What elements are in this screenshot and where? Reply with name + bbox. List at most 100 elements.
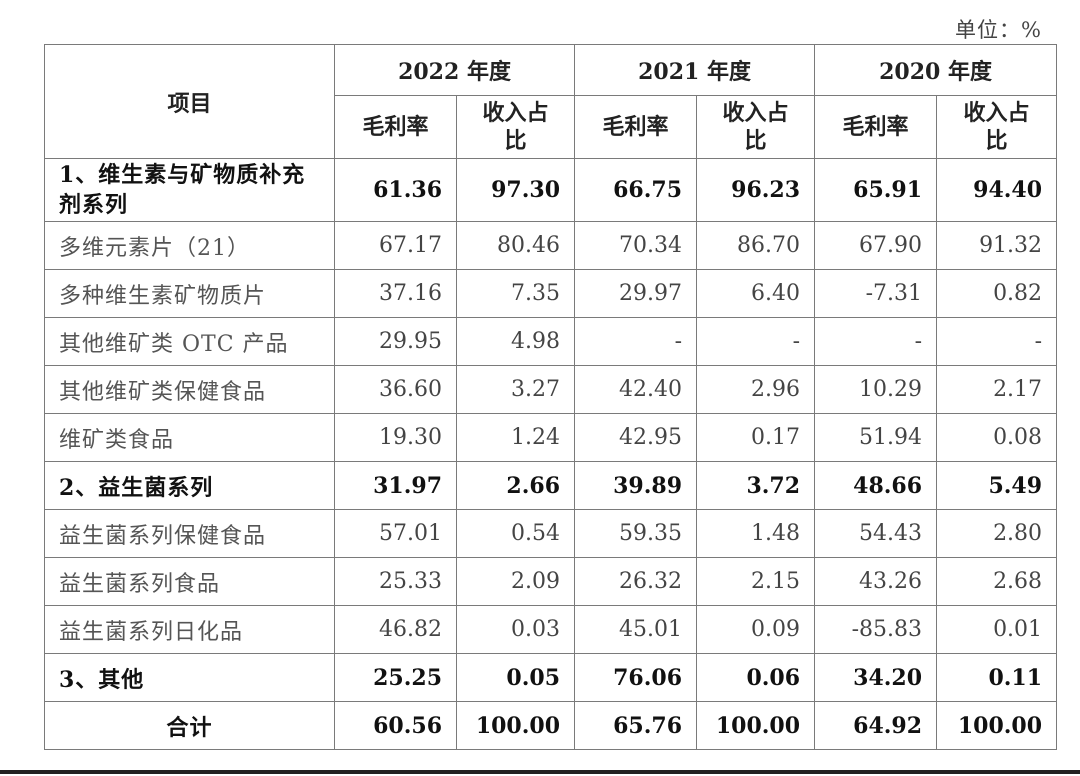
gross-margin-cell: 60.56 [334,701,457,750]
revenue-share-cell: 2.68 [936,557,1058,606]
revenue-share-cell: 80.46 [455,221,576,270]
table-row: 3、其他 25.25 0.05 76.06 0.06 34.20 0.11 [44,653,1058,702]
header-gross-margin: 毛利率 [814,95,938,159]
gross-margin-cell: 48.66 [814,461,938,510]
row-label: 1、维生素与矿物质补充剂系列 [44,158,335,222]
row-label: 多种维生素矿物质片 [44,269,335,318]
gross-margin-cell: 31.97 [334,461,457,510]
revenue-share-cell: 7.35 [455,269,576,318]
revenue-share-cell: 3.72 [696,461,816,510]
table-row: 1、维生素与矿物质补充剂系列 61.36 97.30 66.75 96.23 65.91 9… [44,158,1058,222]
gross-margin-cell: 29.97 [574,269,698,318]
gross-margin-cell: - [814,317,938,366]
revenue-share-cell: - [696,317,816,366]
row-label: 3、其他 [44,653,335,702]
table-row: 其他维矿类 OTC 产品 29.95 4.98- - - - [44,317,1058,366]
revenue-share-cell: 94.40 [936,158,1058,222]
revenue-share-cell: 0.09 [696,605,816,654]
header-year-2020: 2020 年度 [814,44,1058,96]
gross-margin-cell: 42.40 [574,365,698,414]
revenue-share-cell: 100.00 [936,701,1058,750]
gross-margin-cell: 39.89 [574,461,698,510]
gross-margin-cell: -7.31 [814,269,938,318]
revenue-share-cell: 0.03 [455,605,576,654]
gross-margin-cell: 43.26 [814,557,938,606]
revenue-share-cell: 6.40 [696,269,816,318]
revenue-share-cell: 2.96 [696,365,816,414]
header-revenue-share: 收入占比 [936,95,1058,159]
table-row: 益生菌系列保健食品 57.01 0.54 59.35 1.48 54.43 2.80 [44,509,1058,558]
header-gross-margin: 毛利率 [334,95,457,159]
gross-margin-cell: 45.01 [574,605,698,654]
revenue-share-cell: 0.11 [936,653,1058,702]
revenue-share-cell: 100.00 [696,701,816,750]
gross-margin-cell: 19.30 [334,413,457,462]
revenue-share-cell: 1.24 [455,413,576,462]
revenue-share-cell: 0.06 [696,653,816,702]
table-body: 1、维生素与矿物质补充剂系列 61.36 97.30 66.75 96.23 65.91 9… [44,158,1058,750]
row-label: 合计 [44,701,335,750]
revenue-share-cell: - [936,317,1058,366]
header-revenue-share: 收入占比 [696,95,816,159]
revenue-share-cell: 5.49 [936,461,1058,510]
gross-margin-cell: 54.43 [814,509,938,558]
gross-margin-cell: 66.75 [574,158,698,222]
row-label: 其他维矿类 OTC 产品 [44,317,335,366]
revenue-share-cell: 4.98 [455,317,576,366]
gross-margin-cell: 67.17 [334,221,457,270]
gross-margin-cell: -85.83 [814,605,938,654]
header-revenue-share: 收入占比 [455,95,576,159]
table-row: 合计 60.56 100.00 65.76 100.00 64.92 100.00 [44,701,1058,750]
gross-margin-cell: 76.06 [574,653,698,702]
header-gross-margin: 毛利率 [574,95,698,159]
revenue-share-cell: 86.70 [696,221,816,270]
gross-margin-cell: 57.01 [334,509,457,558]
row-label: 2、益生菌系列 [44,461,335,510]
revenue-share-cell: 0.01 [936,605,1058,654]
row-label: 维矿类食品 [44,413,335,462]
gross-margin-cell: 61.36 [334,158,457,222]
gross-margin-cell: 65.91 [814,158,938,222]
gross-margin-cell: 64.92 [814,701,938,750]
row-label: 其他维矿类保健食品 [44,365,335,414]
row-label: 益生菌系列日化品 [44,605,335,654]
revenue-share-cell: 2.17 [936,365,1058,414]
table-row: 多种维生素矿物质片 37.16 7.35 29.97 6.40 -7.31 0.82 [44,269,1058,318]
revenue-share-cell: 100.00 [455,701,576,750]
gross-margin-cell: 36.60 [334,365,457,414]
revenue-share-cell: 2.15 [696,557,816,606]
revenue-share-cell: 3.27 [455,365,576,414]
table-row: 其他维矿类保健食品 36.60 3.27 42.40 2.96 10.29 2.17 [44,365,1058,414]
gross-margin-cell: 70.34 [574,221,698,270]
gross-margin-cell: 67.90 [814,221,938,270]
unit-label: 单位：% [955,18,1042,42]
revenue-share-cell: 0.08 [936,413,1058,462]
gross-margin-cell: 42.95 [574,413,698,462]
revenue-share-cell: 91.32 [936,221,1058,270]
gross-margin-cell: 34.20 [814,653,938,702]
row-label: 益生菌系列食品 [44,557,335,606]
table-row: 益生菌系列日化品 46.82 0.03 45.01 0.09 -85.83 0.01 [44,605,1058,654]
header-year-2021: 2021 年度 [574,44,816,96]
gross-margin-table: 项目 2022 年度 2021 年度 2020 年度 毛利率 收入占比 毛利率 … [44,44,1058,750]
revenue-share-cell: 0.05 [455,653,576,702]
header-year-2022: 2022 年度 [333,44,576,96]
revenue-share-cell: 1.48 [696,509,816,558]
gross-margin-cell: 37.16 [334,269,457,318]
row-label: 多维元素片（21） [44,221,335,270]
revenue-share-cell: 2.09 [455,557,576,606]
gross-margin-cell: 25.33 [334,557,457,606]
table-row: 益生菌系列食品 25.33 2.09 26.32 2.15 43.26 2.68 [44,557,1058,606]
gross-margin-cell: 65.76 [574,701,698,750]
revenue-share-cell: 0.82 [936,269,1058,318]
table-row: 2、益生菌系列 31.97 2.66 39.89 3.72 48.66 5.49 [44,461,1058,510]
gross-margin-cell: - [574,317,698,366]
table-row: 多维元素片（21） 67.17 80.46 70.34 86.70 67.90 91.32 [44,221,1058,270]
revenue-share-cell: 2.66 [455,461,576,510]
gross-margin-cell: 25.25 [334,653,457,702]
gross-margin-cell: 51.94 [814,413,938,462]
revenue-share-cell: 96.23 [696,158,816,222]
header-item: 项目 [44,44,335,159]
gross-margin-cell: 29.95 [334,317,457,366]
gross-margin-cell: 46.82 [334,605,457,654]
